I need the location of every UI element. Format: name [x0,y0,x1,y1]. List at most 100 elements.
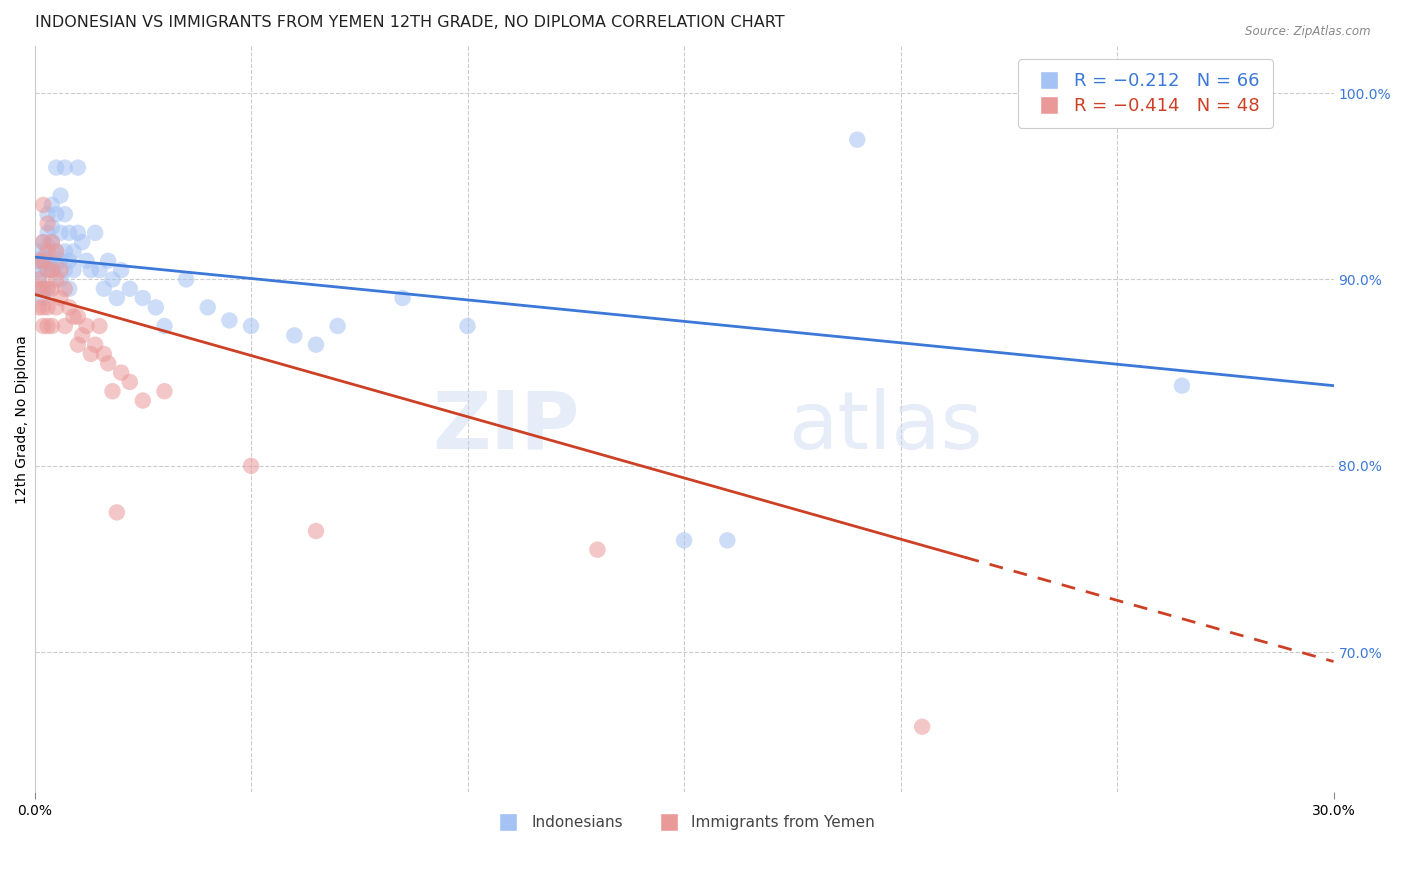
Point [41,235,63,249]
Point [101,272,124,286]
Point [53,318,76,333]
Point [70,328,93,343]
Point [53,161,76,175]
Text: Source: ZipAtlas.com: Source: ZipAtlas.com [1246,25,1371,38]
Point [45,301,67,315]
Point [28,253,51,268]
Point [41,235,63,249]
Point [49,226,72,240]
Point [89,318,111,333]
Point [37,282,59,296]
Point [37,301,59,315]
Point [37,282,59,296]
Point [105,291,128,305]
Point [240,458,263,473]
Point [391,291,413,305]
Point [45,272,67,286]
Point [28,253,51,268]
Point [305,524,328,538]
Point [41,318,63,333]
Point [197,301,219,315]
Point [32,318,55,333]
Point [32,282,55,296]
Point [66,337,89,351]
Point [457,318,479,333]
Point [37,253,59,268]
Point [62,263,84,277]
Point [28,282,51,296]
Point [84,226,107,240]
Point [80,347,103,361]
Point [218,313,240,327]
Point [32,258,55,272]
Point [76,253,98,268]
Point [41,263,63,277]
Point [37,239,59,253]
Point [62,244,84,259]
Point [846,133,869,147]
Point [70,235,93,249]
Point [32,235,55,249]
Point [145,301,167,315]
Point [53,207,76,221]
Point [118,375,141,389]
Point [118,282,141,296]
Point [58,282,80,296]
Point [911,720,934,734]
Point [153,318,176,333]
Point [153,384,176,399]
Point [37,226,59,240]
Point [32,198,55,212]
Point [28,272,51,286]
Point [58,301,80,315]
Point [110,366,132,380]
Text: ZIP: ZIP [433,388,581,466]
Point [41,282,63,296]
Point [132,393,155,408]
Point [32,301,55,315]
Point [45,244,67,259]
Legend: Indonesians, Immigrants from Yemen: Indonesians, Immigrants from Yemen [486,809,882,837]
Point [49,253,72,268]
Point [49,272,72,286]
Point [28,301,51,315]
Point [66,161,89,175]
Point [49,188,72,202]
Point [105,505,128,519]
Point [49,263,72,277]
Point [110,263,132,277]
Point [37,318,59,333]
Point [28,244,51,259]
Point [240,318,263,333]
Point [32,282,55,296]
Point [305,337,328,351]
Point [97,253,120,268]
Text: INDONESIAN VS IMMIGRANTS FROM YEMEN 12TH GRADE, NO DIPLOMA CORRELATION CHART: INDONESIAN VS IMMIGRANTS FROM YEMEN 12TH… [35,15,785,30]
Point [283,328,305,343]
Point [32,253,55,268]
Point [66,310,89,324]
Point [58,253,80,268]
Point [53,263,76,277]
Point [89,263,111,277]
Point [101,384,124,399]
Point [53,244,76,259]
Point [84,337,107,351]
Point [586,542,609,557]
Point [93,347,115,361]
Point [32,291,55,305]
Point [28,263,51,277]
Point [32,250,55,264]
Point [53,282,76,296]
Point [41,250,63,264]
Point [45,161,67,175]
Point [80,263,103,277]
Point [41,198,63,212]
Point [49,291,72,305]
Point [1171,378,1194,392]
Point [37,244,59,259]
Point [93,282,115,296]
Point [37,263,59,277]
Point [58,226,80,240]
Point [62,310,84,324]
